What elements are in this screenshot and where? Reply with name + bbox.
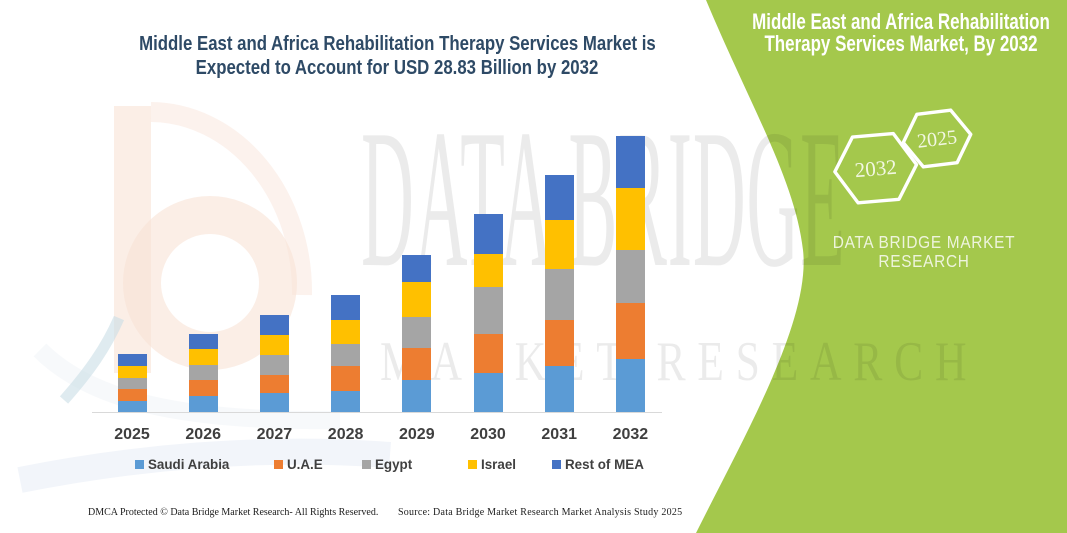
chart-title: Middle East and Africa Rehabilitation Th… bbox=[139, 32, 656, 80]
bar-2029-rest-of-mea bbox=[402, 254, 432, 283]
bar-2028 bbox=[331, 294, 361, 413]
bar-2031-u-a-e bbox=[544, 319, 574, 367]
bar-2031-egypt bbox=[544, 268, 574, 320]
bar-2030-egypt bbox=[473, 287, 503, 334]
bar-2028-u-a-e bbox=[331, 365, 361, 392]
bar-2029-israel bbox=[402, 282, 432, 318]
brand-name: DATA BRIDGE MARKET RESEARCH bbox=[792, 233, 1056, 271]
bar-2025-rest-of-mea bbox=[117, 353, 147, 366]
legend-item-saudi-arabia: Saudi Arabia bbox=[135, 456, 229, 472]
bar-2026 bbox=[188, 334, 218, 413]
x-label-2026: 2026 bbox=[185, 426, 221, 443]
chart-title-line1: Middle East and Africa Rehabilitation Th… bbox=[139, 33, 656, 55]
bar-2026-israel bbox=[188, 348, 218, 366]
bar-2030-israel bbox=[473, 253, 503, 288]
legend-swatch-icon bbox=[468, 459, 477, 469]
bar-2030-saudi-arabia bbox=[473, 373, 503, 413]
brand-name-line2: RESEARCH bbox=[878, 251, 970, 271]
x-label-2032: 2032 bbox=[612, 426, 649, 443]
legend-item-rest-of-mea: Rest of MEA bbox=[552, 456, 644, 472]
bar-2032 bbox=[615, 135, 645, 413]
bar-2030-rest-of-mea bbox=[473, 214, 503, 254]
bar-2032-rest-of-mea bbox=[615, 135, 645, 189]
logo-swoosh-blue bbox=[17, 438, 391, 493]
legend-swatch-icon bbox=[135, 459, 144, 469]
logo-swoosh-gray bbox=[33, 343, 341, 430]
bar-2027-israel bbox=[259, 334, 289, 356]
bar-2032-egypt bbox=[615, 250, 645, 303]
legend-swatch-icon bbox=[552, 459, 561, 469]
bar-2028-israel bbox=[331, 319, 361, 344]
legend-label: Saudi Arabia bbox=[148, 456, 230, 472]
side-panel-heading-line1: Middle East and Africa Rehabilitation bbox=[752, 9, 1050, 34]
bar-2025-u-a-e bbox=[117, 388, 147, 401]
brand-name-line1: DATA BRIDGE MARKET bbox=[832, 232, 1016, 252]
bar-2026-u-a-e bbox=[188, 379, 218, 396]
bar-2025-israel bbox=[117, 365, 147, 378]
x-label-2030: 2030 bbox=[470, 426, 506, 443]
bar-2029-saudi-arabia bbox=[402, 380, 432, 413]
bar-2025-saudi-arabia bbox=[117, 400, 147, 413]
bar-2027-rest-of-mea bbox=[259, 315, 289, 335]
bar-2030-u-a-e bbox=[473, 333, 503, 374]
bar-2027-egypt bbox=[259, 355, 289, 375]
legend-item-egypt: Egypt bbox=[362, 456, 412, 472]
bar-2032-u-a-e bbox=[615, 302, 645, 359]
legend-item-u-a-e: U.A.E bbox=[274, 456, 323, 472]
logo-swoosh-teal bbox=[59, 315, 125, 404]
bar-2027-u-a-e bbox=[259, 374, 289, 393]
side-panel-heading-line2: Therapy Services Market, By 2032 bbox=[764, 31, 1038, 56]
bar-2027 bbox=[259, 315, 289, 413]
chart-title-line2: Expected to Account for USD 28.83 Billio… bbox=[195, 57, 599, 79]
bar-2031 bbox=[544, 174, 574, 413]
legend-item-israel: Israel bbox=[468, 456, 516, 472]
x-label-2028: 2028 bbox=[327, 426, 364, 443]
footer-dmca: DMCA Protected © Data Bridge Market Rese… bbox=[88, 507, 379, 518]
bar-2028-rest-of-mea bbox=[331, 294, 361, 320]
legend-label: U.A.E bbox=[287, 456, 323, 472]
bar-2025 bbox=[117, 353, 147, 413]
bar-2031-rest-of-mea bbox=[544, 174, 574, 220]
bar-2031-saudi-arabia bbox=[544, 366, 574, 413]
side-panel-shape bbox=[696, 0, 1067, 533]
logo-top-arc bbox=[150, 102, 313, 296]
hexagon-2032: 2032 bbox=[833, 131, 919, 205]
legend-swatch-icon bbox=[274, 459, 283, 469]
x-label-2027: 2027 bbox=[256, 426, 293, 443]
bar-2032-saudi-arabia bbox=[615, 358, 645, 413]
bar-2032-israel bbox=[615, 188, 645, 251]
legend-label: Rest of MEA bbox=[565, 456, 644, 472]
bar-2029-u-a-e bbox=[402, 348, 432, 381]
bar-2026-egypt bbox=[188, 365, 218, 380]
hexagon-2032-label: 2032 bbox=[854, 155, 898, 183]
legend-label: Israel bbox=[481, 456, 516, 472]
x-label-2025: 2025 bbox=[114, 426, 150, 443]
bar-2026-saudi-arabia bbox=[188, 395, 218, 413]
side-panel-heading: Middle East and Africa Rehabilitation Th… bbox=[747, 11, 1055, 55]
legend-swatch-icon bbox=[362, 459, 371, 469]
bar-2026-rest-of-mea bbox=[188, 334, 218, 349]
bar-2028-egypt bbox=[331, 343, 361, 366]
hexagon-2025-label: 2025 bbox=[916, 126, 958, 153]
bar-2025-egypt bbox=[117, 377, 147, 389]
bar-2027-saudi-arabia bbox=[259, 392, 289, 413]
bar-2029-egypt bbox=[402, 317, 432, 349]
x-axis-line bbox=[92, 412, 662, 413]
bar-2031-israel bbox=[544, 219, 574, 269]
bar-2030 bbox=[473, 214, 503, 413]
x-label-2031: 2031 bbox=[541, 426, 577, 443]
x-label-2029: 2029 bbox=[399, 426, 435, 443]
hexagon-2025: 2025 bbox=[901, 108, 973, 169]
watermark-data-bridge: DATA BRIDGE bbox=[361, 89, 846, 308]
footer-source: Source: Data Bridge Market Research Mark… bbox=[398, 507, 683, 518]
legend-label: Egypt bbox=[375, 456, 413, 472]
bar-2029 bbox=[402, 254, 432, 413]
bar-2028-saudi-arabia bbox=[331, 391, 361, 413]
